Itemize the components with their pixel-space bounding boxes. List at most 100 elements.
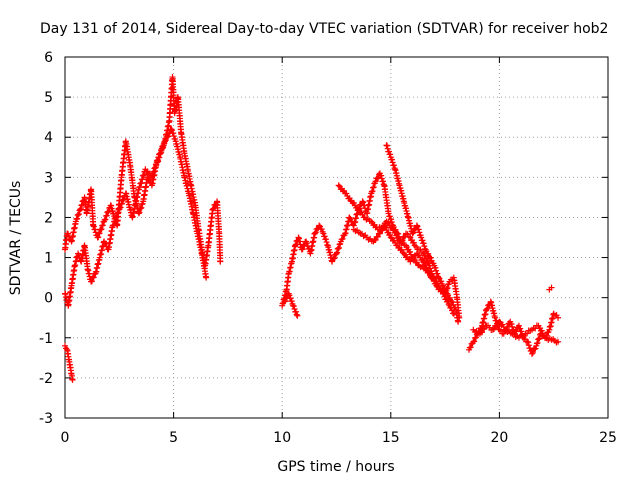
data-point <box>217 258 224 265</box>
data-point <box>500 330 507 337</box>
data-point <box>333 250 340 257</box>
y-tick-label: -3 <box>39 411 53 427</box>
data-marker <box>77 205 84 212</box>
data-marker <box>407 248 414 255</box>
data-marker <box>387 151 394 158</box>
data-marker <box>420 240 427 247</box>
data-marker <box>96 230 103 237</box>
data-marker <box>99 222 106 229</box>
data-marker <box>113 214 120 221</box>
data-marker <box>312 229 319 236</box>
data-point <box>387 234 394 241</box>
data-marker <box>360 199 367 206</box>
data-marker <box>90 274 97 281</box>
data-marker <box>518 328 525 335</box>
data-marker <box>158 146 165 153</box>
data-marker <box>293 311 300 318</box>
data-marker <box>374 233 381 240</box>
x-tick-label: 5 <box>169 430 178 446</box>
data-point <box>400 250 407 257</box>
y-tick-label: 5 <box>44 90 53 106</box>
data-marker <box>432 264 439 271</box>
x-tick-label: 20 <box>490 430 508 446</box>
data-marker <box>388 216 395 223</box>
x-axis-title: GPS time / hours <box>277 459 394 475</box>
data-marker <box>282 298 289 305</box>
data-marker <box>380 178 387 185</box>
data-point <box>161 138 168 145</box>
data-point <box>389 226 396 233</box>
data-point <box>368 218 375 225</box>
data-marker <box>386 231 393 238</box>
data-segment <box>383 142 462 325</box>
data-marker <box>479 329 486 336</box>
data-marker <box>170 133 177 140</box>
data-marker <box>118 200 125 207</box>
data-marker <box>446 294 453 301</box>
data-marker <box>369 188 376 195</box>
data-marker <box>303 240 310 247</box>
data-marker <box>481 326 488 333</box>
data-marker <box>103 212 110 219</box>
data-point <box>62 342 68 349</box>
y-tick-label: 2 <box>44 210 53 226</box>
data-marker <box>434 270 441 277</box>
data-marker <box>427 254 434 261</box>
data-marker <box>98 226 105 233</box>
data-point <box>435 274 442 281</box>
x-tick-label: 0 <box>61 430 70 446</box>
y-axis-title: SDTVAR / TECUs <box>8 181 24 296</box>
x-tick-label: 25 <box>599 430 617 446</box>
data-point <box>433 282 440 289</box>
data-marker <box>290 303 297 310</box>
data-marker <box>114 210 121 217</box>
data-marker <box>416 229 423 236</box>
data-marker <box>335 244 342 251</box>
data-point <box>203 274 210 281</box>
data-point <box>209 206 216 213</box>
data-marker <box>65 230 72 237</box>
data-marker <box>472 334 479 341</box>
data-point <box>555 338 562 345</box>
data-marker <box>321 233 328 240</box>
data-point <box>311 230 318 237</box>
data-marker <box>490 326 497 333</box>
data-marker <box>392 229 399 236</box>
data-marker <box>407 251 414 258</box>
data-segment <box>62 342 76 383</box>
data-marker <box>384 145 391 152</box>
data-point <box>429 274 436 281</box>
data-marker <box>509 323 516 330</box>
data-marker <box>378 172 385 179</box>
data-marker <box>288 298 295 305</box>
data-marker <box>471 338 478 345</box>
data-marker <box>117 204 124 211</box>
data-marker <box>95 234 102 241</box>
data-marker <box>425 250 432 257</box>
data-marker <box>529 349 536 356</box>
data-marker <box>339 235 346 242</box>
data-point <box>329 258 336 265</box>
y-tick-label: -1 <box>39 331 53 347</box>
data-marker <box>438 278 445 285</box>
data-marker <box>395 237 402 244</box>
data-point <box>492 314 499 321</box>
data-marker <box>484 305 491 312</box>
data-marker <box>517 325 524 332</box>
data-marker <box>415 226 422 233</box>
data-marker <box>169 127 176 134</box>
y-tick-label: -2 <box>39 371 53 387</box>
data-point <box>528 350 535 357</box>
plot-frame <box>64 56 609 419</box>
data-marker <box>381 223 388 230</box>
data-marker <box>534 339 541 346</box>
data-marker <box>386 213 393 220</box>
data-marker <box>527 345 534 352</box>
data-marker <box>287 295 294 302</box>
data-marker <box>538 327 545 334</box>
data-point <box>409 230 416 237</box>
data-marker <box>110 222 117 229</box>
y-tick-label: 4 <box>44 130 53 146</box>
data-marker <box>286 292 293 299</box>
data-marker <box>419 237 426 244</box>
